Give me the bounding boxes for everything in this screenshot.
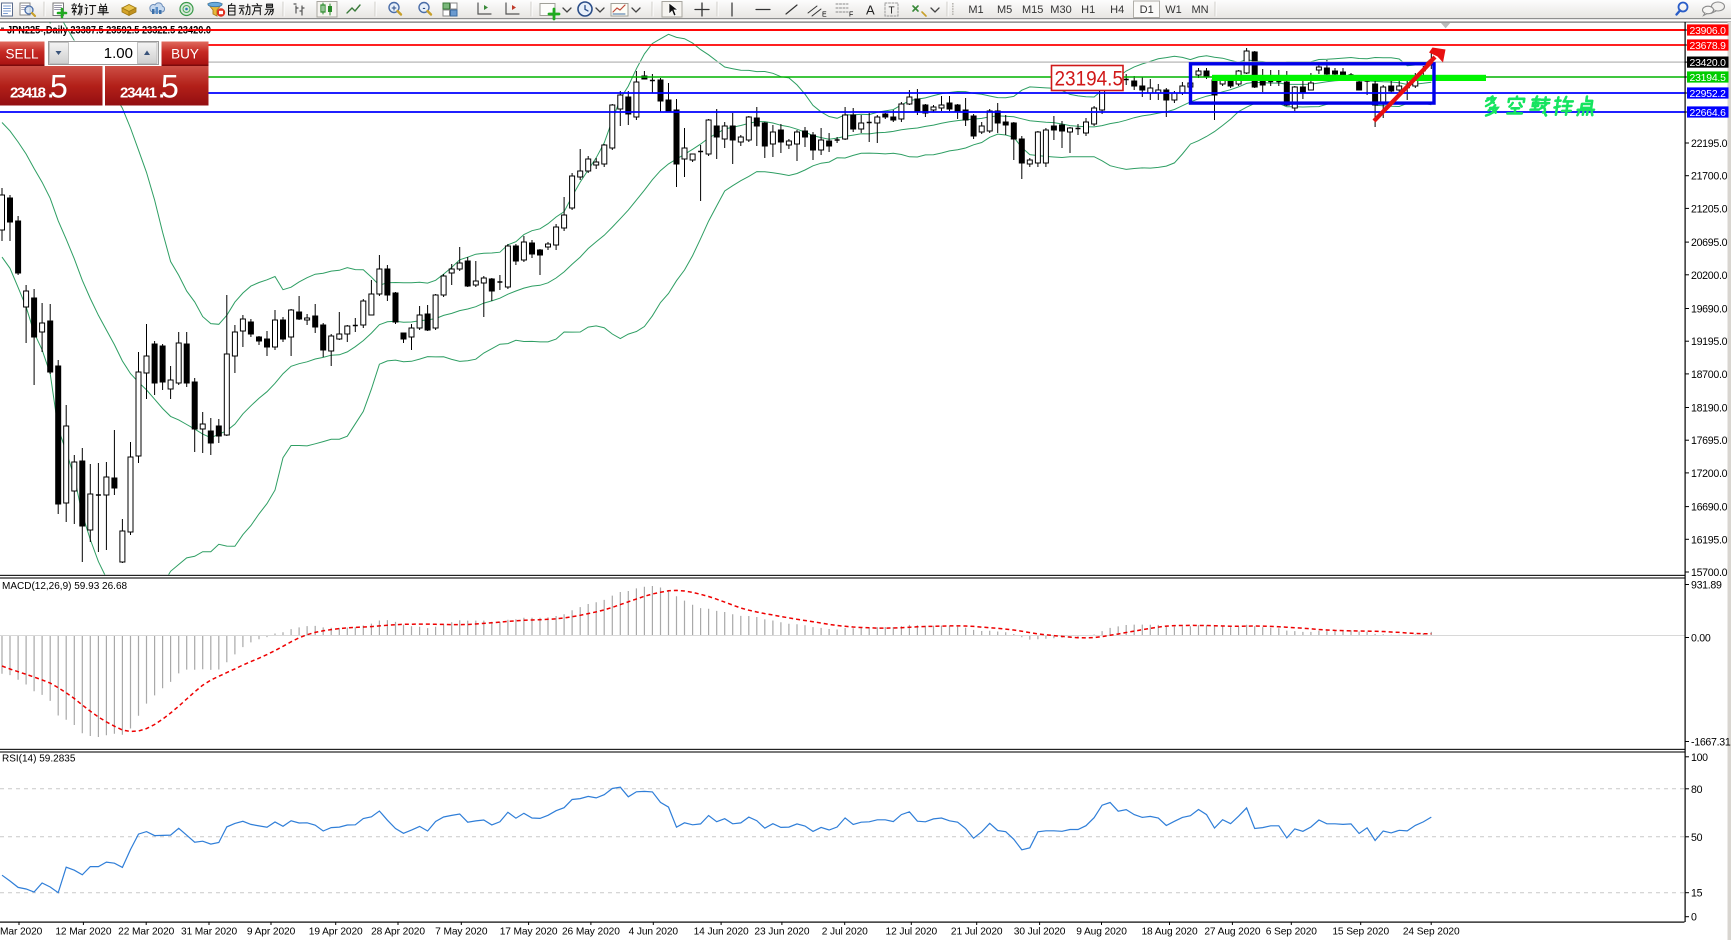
svg-text:-: -: [423, 3, 426, 13]
svg-text:14 Jun 2020: 14 Jun 2020: [694, 927, 749, 938]
svg-text:5: 5: [50, 69, 68, 105]
svg-text:1.00: 1.00: [104, 45, 133, 62]
svg-text:.: .: [47, 72, 55, 105]
svg-text:H4: H4: [1110, 4, 1124, 16]
svg-text:.: .: [158, 72, 166, 105]
svg-text:+: +: [391, 3, 396, 13]
svg-text:24 Sep 2020: 24 Sep 2020: [1403, 927, 1460, 938]
svg-text:9 Apr 2020: 9 Apr 2020: [247, 927, 296, 938]
svg-text:MN: MN: [1191, 4, 1208, 16]
svg-text:M15: M15: [1022, 4, 1043, 16]
svg-text:21 Jul 2020: 21 Jul 2020: [951, 927, 1003, 938]
svg-text:18 Aug 2020: 18 Aug 2020: [1141, 927, 1198, 938]
svg-text:SELL: SELL: [5, 47, 39, 62]
svg-text:23194.5: 23194.5: [1690, 73, 1727, 84]
svg-text:80: 80: [1691, 784, 1703, 796]
svg-text:30 Jul 2020: 30 Jul 2020: [1014, 927, 1066, 938]
svg-text:23 Jun 2020: 23 Jun 2020: [754, 927, 809, 938]
svg-text:0.00: 0.00: [1691, 633, 1711, 645]
svg-text:7 May 2020: 7 May 2020: [435, 927, 488, 938]
svg-text:D1: D1: [1140, 4, 1154, 16]
svg-text:0: 0: [1691, 912, 1697, 924]
svg-text:RSI(14) 59.2835: RSI(14) 59.2835: [2, 754, 76, 765]
svg-text:M30: M30: [1050, 4, 1071, 16]
svg-text:15700.0: 15700.0: [1691, 567, 1728, 579]
svg-text:F: F: [849, 12, 853, 19]
svg-text:T: T: [889, 6, 895, 17]
svg-text:17 May 2020: 17 May 2020: [500, 927, 558, 938]
svg-text:MACD(12,26,9) 59.93 26.68: MACD(12,26,9) 59.93 26.68: [2, 581, 128, 592]
svg-text:22952.2: 22952.2: [1690, 89, 1727, 100]
svg-text:19 Apr 2020: 19 Apr 2020: [309, 927, 363, 938]
svg-text:21205.0: 21205.0: [1691, 203, 1728, 215]
svg-text:16195.0: 16195.0: [1691, 534, 1728, 546]
svg-text:4 Jun 2020: 4 Jun 2020: [629, 927, 679, 938]
svg-text:23194.5: 23194.5: [1055, 68, 1124, 91]
svg-text:26 May 2020: 26 May 2020: [562, 927, 620, 938]
svg-text:22195.0: 22195.0: [1691, 138, 1728, 150]
svg-text:BUY: BUY: [171, 47, 199, 62]
svg-text:50: 50: [1691, 832, 1703, 844]
svg-text:12 Jul 2020: 12 Jul 2020: [886, 927, 938, 938]
svg-text:12 Mar 2020: 12 Mar 2020: [55, 927, 112, 938]
svg-text:18190.0: 18190.0: [1691, 403, 1728, 415]
svg-text:15: 15: [1691, 888, 1703, 900]
svg-text:28 Apr 2020: 28 Apr 2020: [371, 927, 425, 938]
svg-text:19690.0: 19690.0: [1691, 304, 1728, 316]
svg-text:931.89: 931.89: [1691, 580, 1722, 592]
svg-text:15 Sep 2020: 15 Sep 2020: [1332, 927, 1389, 938]
svg-text:W1: W1: [1165, 4, 1182, 16]
svg-text:23420.0: 23420.0: [1690, 58, 1727, 69]
svg-text:100: 100: [1691, 752, 1708, 764]
svg-text:2 Jul 2020: 2 Jul 2020: [822, 927, 868, 938]
svg-text:9 Aug 2020: 9 Aug 2020: [1076, 927, 1127, 938]
svg-text:23418: 23418: [10, 85, 46, 102]
svg-text:19195.0: 19195.0: [1691, 336, 1728, 348]
svg-text:22664.6: 22664.6: [1690, 108, 1727, 119]
svg-text:22 Mar 2020: 22 Mar 2020: [118, 927, 175, 938]
svg-text:6 Sep 2020: 6 Sep 2020: [1266, 927, 1318, 938]
svg-text:20200.0: 20200.0: [1691, 270, 1728, 282]
svg-text:27 Aug 2020: 27 Aug 2020: [1204, 927, 1261, 938]
svg-text:17695.0: 17695.0: [1691, 435, 1728, 447]
svg-text:23678.9: 23678.9: [1690, 41, 1727, 52]
svg-text:M5: M5: [997, 4, 1012, 16]
svg-text:M1: M1: [968, 4, 983, 16]
svg-text:A: A: [866, 3, 875, 18]
svg-text:Mar 2020: Mar 2020: [0, 927, 43, 938]
svg-text:-1667.31: -1667.31: [1691, 737, 1731, 749]
svg-text:31 Mar 2020: 31 Mar 2020: [181, 927, 238, 938]
svg-text:20695.0: 20695.0: [1691, 237, 1728, 249]
svg-text:H1: H1: [1081, 4, 1095, 16]
svg-text:17200.0: 17200.0: [1691, 468, 1728, 480]
svg-text:16690.0: 16690.0: [1691, 502, 1728, 514]
svg-text:5: 5: [161, 69, 179, 105]
svg-text:E: E: [822, 12, 827, 19]
svg-text:23441: 23441: [120, 85, 157, 102]
svg-text:23906.0: 23906.0: [1690, 26, 1727, 37]
svg-text:18700.0: 18700.0: [1691, 369, 1728, 381]
svg-text:21700.0: 21700.0: [1691, 171, 1728, 183]
